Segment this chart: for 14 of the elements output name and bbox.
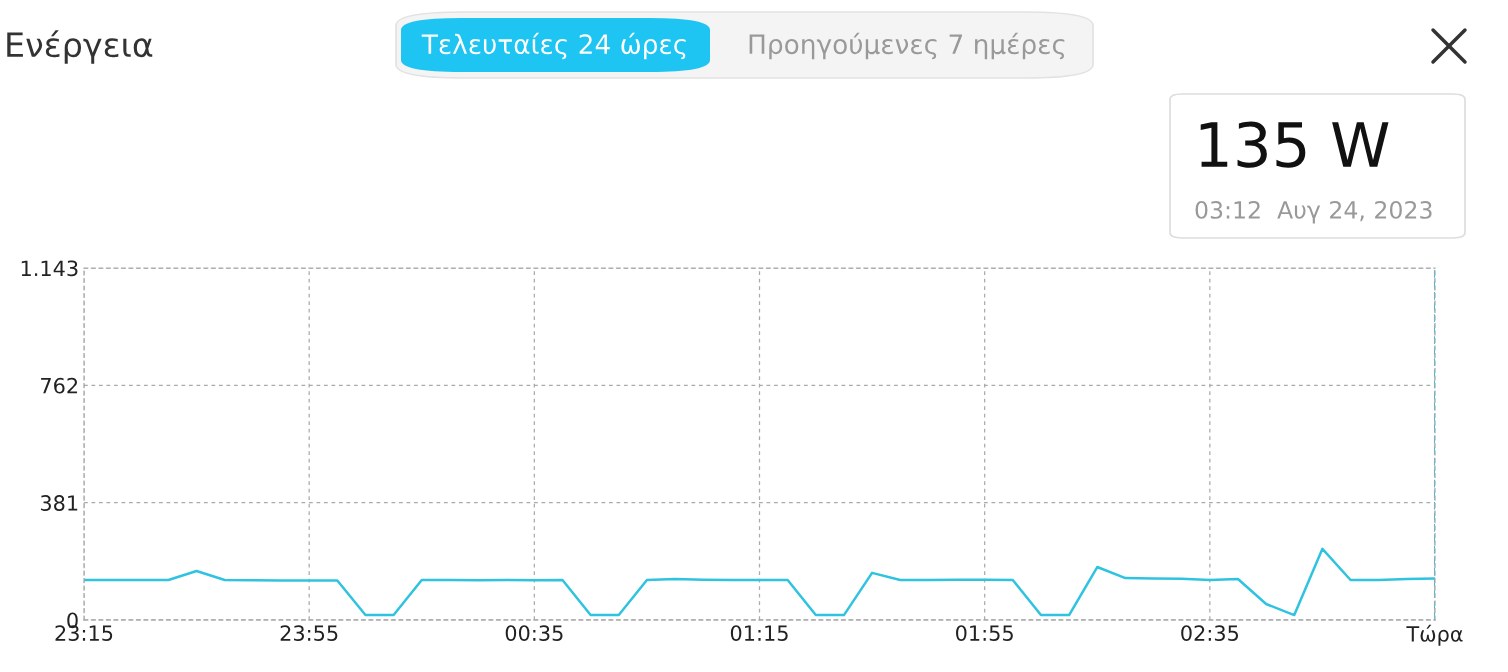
chart-title: Ενέργεια (7, 30, 153, 64)
x-tick-label: 01:55 (956, 625, 1013, 641)
x-tick-label: 02:35 (1181, 625, 1239, 641)
text: 03:12 Αυγ 24, 2023 (1195, 200, 1432, 224)
text: Προηγούμενες 7 ημέρες (749, 32, 1065, 60)
y-tick-label: 381 (40, 495, 78, 511)
y-tick-label: 762 (41, 377, 78, 394)
y-tick-label: 1.143 (21, 260, 78, 277)
x-tick-label: Τώρα (1406, 624, 1463, 646)
text: 135 W (1200, 121, 1389, 168)
x-tick-label: 23:55 (280, 625, 338, 641)
text: Τελευταίες 24 ώρες (421, 32, 686, 60)
x-tick-label: 01:15 (730, 625, 788, 641)
x-tick-label: 00:35 (505, 625, 563, 641)
